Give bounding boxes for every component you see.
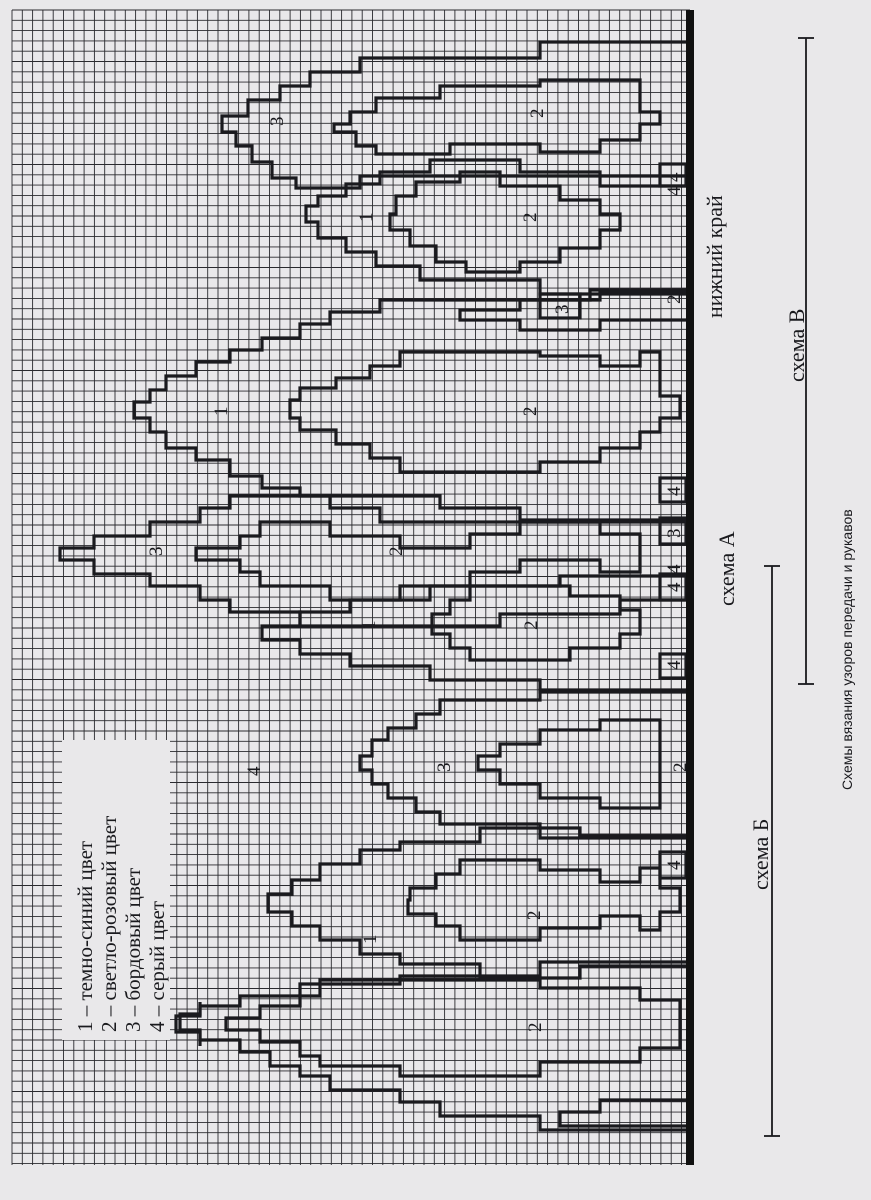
scheme-a-label: схема А — [714, 531, 739, 606]
cell-burgundy-v2 — [538, 292, 582, 320]
color-number: 1 — [360, 935, 381, 945]
color-number: 3 — [146, 547, 167, 557]
color-number: 2 — [527, 109, 548, 119]
color-number: 4 — [664, 172, 685, 182]
color-number: 2 — [520, 407, 541, 417]
scheme-v-label: схема В — [784, 309, 809, 382]
color-number: 3 — [434, 763, 455, 773]
motif-navy-b — [266, 826, 692, 980]
figure-caption: Схемы вязания узоров передачи и рукавов — [839, 509, 855, 790]
scheme-v-rule — [798, 37, 814, 685]
motif-edge-b-start — [174, 1002, 202, 1046]
motif-burgundy-b — [358, 688, 692, 840]
bottom-edge-bar — [686, 10, 694, 1165]
color-number: 4 — [664, 860, 685, 870]
color-number: 2 — [664, 295, 685, 305]
legend-background — [62, 740, 170, 1040]
scheme-b-label: схема Б — [748, 819, 773, 890]
color-number: 2 — [525, 1023, 546, 1033]
color-number: 4 — [664, 564, 685, 574]
motif-burgundy-a — [58, 494, 692, 628]
motif-navy-a — [132, 288, 692, 524]
motif-burgundy-top — [220, 40, 692, 190]
color-number: 4 — [244, 766, 265, 776]
motif-outlines — [58, 40, 692, 1132]
color-number: 4 — [664, 582, 685, 592]
color-number: 2 — [524, 911, 545, 921]
legend-item-4: 4 – серый цвет — [145, 901, 169, 1032]
color-number: 4 — [664, 186, 685, 196]
legend-item-3: 3 – бордовый цвет — [121, 868, 145, 1032]
motif-pink-b2 — [406, 858, 682, 942]
motif-navy-a2 — [260, 574, 692, 694]
color-number: 2 — [521, 621, 542, 631]
motif-navy-v — [304, 158, 692, 296]
legend: 1 – темно-синий цвет 2 – светло-розовый … — [73, 816, 169, 1032]
color-number: 3 — [664, 529, 685, 539]
color-number: 2 — [670, 763, 691, 773]
color-number: 1 — [211, 407, 232, 417]
motif-pink-a3 — [430, 584, 642, 662]
motif-pink-a — [288, 350, 682, 474]
bottom-edge-label: нижний край — [702, 195, 727, 318]
color-number: 2 — [520, 213, 541, 223]
legend-item-1: 1 – темно-синий цвет — [73, 841, 97, 1032]
motif-pink-a2 — [194, 520, 642, 602]
motif-pink-b — [476, 718, 662, 810]
color-number: 3 — [267, 117, 288, 127]
color-number: 4 — [664, 486, 685, 496]
color-number: 2 — [386, 547, 407, 557]
motif-pink-b3 — [224, 978, 682, 1078]
color-number: 4 — [664, 660, 685, 670]
scheme-a-rule — [764, 565, 780, 1137]
motif-numbers: 3 2 1 2 4 3 1 2 2 4 3 2 1 2 4 4 3 4 3 2 … — [146, 109, 691, 1033]
color-number: 1 — [356, 213, 377, 223]
motif-pink-top — [332, 78, 662, 156]
color-number: 1 — [359, 621, 380, 631]
motif-navy-b2 — [178, 960, 692, 1132]
motif-burgundy-v-mid — [458, 290, 692, 332]
color-number: 3 — [552, 305, 573, 315]
motif-pink-v — [388, 170, 622, 274]
chart-grid — [11, 9, 690, 1165]
legend-item-2: 2 – светло-розовый цвет — [97, 816, 121, 1032]
